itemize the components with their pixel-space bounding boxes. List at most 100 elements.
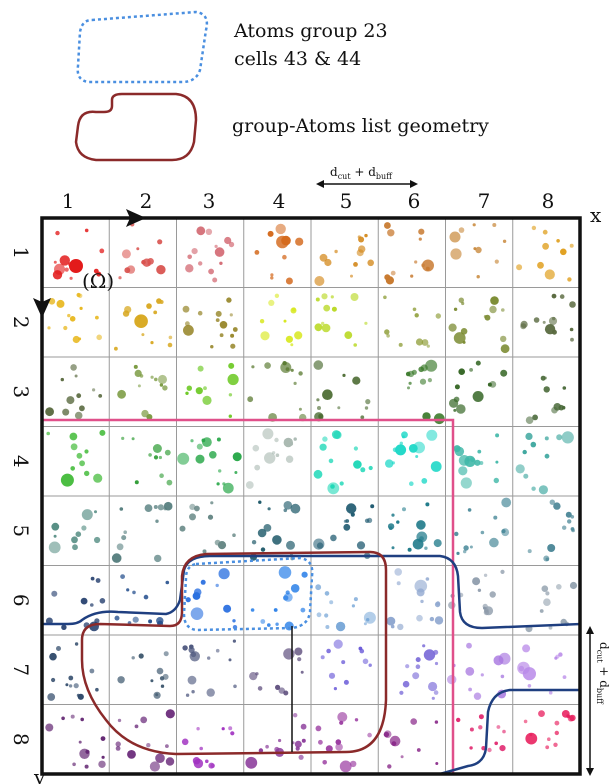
atom-dot (156, 265, 166, 275)
atom-dot (278, 687, 285, 694)
atom-dot (418, 237, 422, 241)
atom-dot (233, 684, 237, 689)
atom-dot (192, 592, 201, 600)
atom-dot (454, 531, 459, 537)
right-dimension-marker: dcut + dbuff (586, 626, 611, 776)
atom-dot (138, 653, 144, 659)
atom-dot (294, 647, 303, 656)
atom-dot (150, 375, 154, 379)
atom-dot (387, 523, 395, 530)
atom-dot (477, 449, 482, 454)
atom-dot (522, 449, 527, 455)
atom-dot (185, 321, 190, 327)
atom-dot (61, 716, 65, 721)
atom-dot (250, 608, 255, 612)
atom-dot (493, 477, 499, 484)
legend-geometry-shape (74, 92, 198, 162)
column-label: 8 (542, 189, 555, 213)
atom-dot (469, 727, 474, 732)
atom-dot (100, 736, 106, 741)
atom-dot (275, 684, 281, 691)
atom-dot (79, 306, 83, 310)
atom-dot (472, 577, 481, 586)
atom-dot (215, 310, 222, 317)
atom-dot (531, 486, 536, 491)
atom-dot (158, 374, 167, 384)
atom-dot (364, 321, 368, 325)
atom-dot (489, 305, 497, 314)
atom-dot (522, 644, 531, 653)
atom-dot (540, 375, 546, 381)
atom-dot (168, 335, 173, 340)
atom-dot (454, 384, 460, 390)
atom-dot (73, 683, 79, 689)
atom-dot (45, 407, 54, 417)
atom-dot (222, 482, 234, 494)
atom-dot (252, 444, 260, 452)
atom-dot (394, 568, 403, 576)
legend-dashed-group-shape (76, 10, 209, 84)
atom-dot (527, 684, 532, 688)
atom-dot (415, 664, 421, 669)
atom-dot (221, 727, 225, 731)
atom-dot (415, 657, 421, 663)
atom-dot (477, 588, 482, 592)
atom-dot (315, 584, 322, 591)
atom-dot (282, 254, 287, 260)
svg-text:dcut + dbuff: dcut + dbuff (330, 165, 393, 181)
atom-dot (148, 619, 153, 624)
atom-dot (189, 651, 200, 662)
atom-dot (469, 746, 473, 750)
atom-dot (74, 374, 78, 378)
atom-dot (81, 509, 93, 521)
atom-dot (386, 334, 390, 338)
atom-dot (254, 464, 261, 471)
atom-dot (153, 310, 158, 315)
atom-dot (434, 720, 439, 724)
atom-dot (99, 598, 106, 604)
row-label: 4 (9, 455, 33, 468)
atom-dot (152, 444, 162, 453)
atom-dot (367, 732, 372, 738)
atom-dot (153, 505, 158, 509)
atom-dot (353, 446, 358, 451)
atom-dot (335, 743, 343, 751)
atom-dot (127, 750, 136, 759)
atom-dot (281, 235, 291, 246)
atom-dot (325, 745, 333, 753)
atom-dot (55, 230, 60, 236)
atom-dot (51, 677, 56, 683)
atom-dot (425, 577, 430, 581)
atom-dot (159, 383, 164, 387)
atom-dot (270, 273, 274, 277)
atom-dot (60, 473, 74, 487)
atom-dot (391, 546, 395, 550)
atom-dot (425, 502, 430, 507)
atom-dot (260, 547, 266, 552)
atom-dot (230, 343, 236, 349)
atom-dot (341, 660, 346, 665)
atom-dot (472, 391, 484, 402)
atom-dot (570, 515, 575, 519)
atom-dot (224, 236, 232, 245)
atom-dot (415, 455, 419, 458)
atom-dot (265, 744, 269, 749)
atom-dot (206, 688, 215, 697)
atom-dot (274, 437, 279, 443)
atom-dot (291, 307, 296, 312)
atom-dot (149, 761, 160, 772)
group-atoms-geometry-outline (80, 550, 388, 756)
atom-dot (525, 432, 533, 440)
atom-dot (569, 243, 574, 248)
atom-dot (267, 623, 271, 627)
atom-dot (334, 249, 338, 254)
atom-dot (214, 244, 218, 248)
atom-dot (367, 259, 375, 267)
atom-dot (76, 452, 83, 459)
atom-dot (410, 718, 418, 725)
atom-dot (146, 743, 151, 748)
atom-dot (552, 316, 556, 321)
atom-dot (515, 464, 525, 474)
atom-dot (154, 554, 162, 563)
atom-dot (76, 393, 82, 399)
